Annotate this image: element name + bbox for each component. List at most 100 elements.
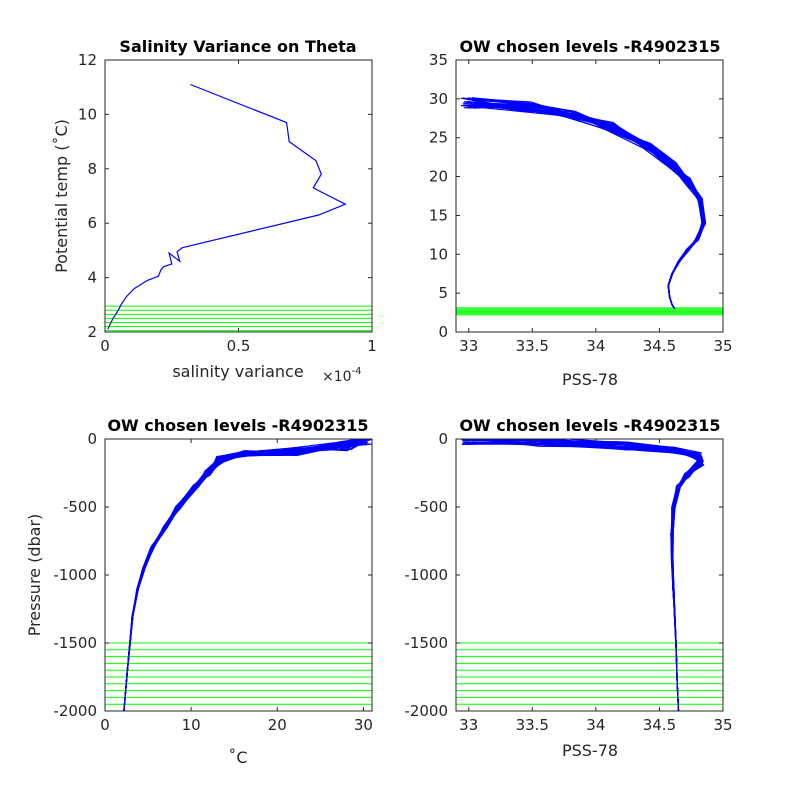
data-line [473,103,704,310]
data-line [467,97,707,310]
data-line [469,98,706,310]
data-line [123,439,369,711]
data-line [460,97,706,310]
chart-title: OW chosen levels -R4902315 [459,416,720,435]
y-tick-label: 10 [78,105,97,123]
y-tick-label: 25 [429,129,448,147]
data-line [123,439,360,711]
panel-temperature-pressure: OW chosen levels -R4902315 ˚C Pressure (… [25,416,373,767]
y-tick-label: 5 [438,284,448,302]
x-tick-label: 20 [268,716,287,734]
x-tick-label: 33.5 [516,716,549,734]
y-tick-label: 10 [429,245,448,263]
data-line [470,102,703,310]
chart-title: OW chosen levels -R4902315 [107,416,368,435]
data-line [472,101,703,310]
data-line [530,439,699,711]
x-tick-label: 0.5 [227,337,251,355]
data-line [123,443,372,711]
y-tick-label: 35 [429,51,448,69]
data-line [472,98,704,310]
data-line [488,439,704,711]
data-line [123,439,366,711]
x-tick-label: 34 [586,337,605,355]
y-tick-label: -500 [63,498,97,516]
y-tick-label: 6 [87,214,97,232]
data-line [466,101,706,310]
data-line [123,439,363,711]
y-axis-label: Potential temp (˚C) [52,119,71,273]
x-axis-label: salinity variance [172,362,303,381]
y-tick-label: 0 [438,323,448,341]
x-tick-label: 30 [354,716,373,734]
x-axis-label: ˚C [228,748,247,767]
y-tick-label: 15 [429,206,448,224]
data-line [501,439,702,711]
data-line [123,439,362,711]
data-line [123,439,359,711]
y-tick-label: 0 [87,430,97,448]
panel-salinity-theta: OW chosen levels -R4902315 PSS-78 33 33.5… [429,37,733,389]
y-axis-label: Pressure (dbar) [25,514,44,637]
axes-box [104,59,373,333]
plot-area [105,83,372,332]
y-tick-label: 12 [78,51,97,69]
x-tick-label: 0 [100,716,110,734]
data-line [518,439,700,711]
y-tick-label: 0 [438,430,448,448]
data-line [474,100,704,310]
data-line [107,83,347,330]
y-tick-label: 8 [87,160,97,178]
plot-area [105,439,372,711]
axes-box [455,59,724,333]
x-tick-label: 33 [459,337,478,355]
x-axis-label: PSS-78 [562,370,618,389]
x-axis-label: PSS-78 [562,741,618,760]
panel-salinity-variance: Salinity Variance on Theta salinity vari… [52,37,377,385]
x-tick-label: 35 [713,337,732,355]
data-line [468,98,706,310]
x-multiplier-base: ×10 [322,369,352,385]
x-tick-label: 35 [713,716,732,734]
y-tick-label: -1500 [53,634,97,652]
panel-salinity-pressure: OW chosen levels -R4902315 PSS-78 33 33.5… [404,416,732,760]
x-tick-label: 33 [459,716,478,734]
x-tick-label: 34 [586,716,605,734]
data-line [123,439,368,711]
data-line [514,439,702,711]
y-tick-label: -2000 [404,702,448,720]
data-line [460,104,703,310]
chart-title: OW chosen levels -R4902315 [459,37,720,56]
data-line [467,104,703,310]
data-line [470,102,704,310]
y-tick-label: -1000 [53,566,97,584]
x-tick-label: 1 [367,337,377,355]
y-tick-label: -500 [414,498,448,516]
data-line [473,104,704,310]
data-line [525,439,702,711]
data-line [462,97,705,310]
data-line [469,442,700,711]
plot-area [456,439,723,711]
x-multiplier-exponent: -4 [352,366,362,377]
data-line [123,443,370,711]
plot-area [456,97,723,316]
x-tick-label: 34.5 [643,337,676,355]
data-line [123,442,368,711]
y-tick-label: -1500 [404,634,448,652]
data-line [471,97,706,310]
x-tick-label: 0 [100,337,110,355]
x-tick-label: 10 [182,716,201,734]
x-multiplier: ×10-4 [322,366,362,385]
x-tick-label: 33.5 [516,337,549,355]
data-line [471,99,706,310]
data-line [461,443,702,711]
data-line [467,104,706,310]
data-line [464,101,704,310]
y-tick-label: 2 [87,323,97,341]
data-line [467,441,699,711]
x-tick-label: 34.5 [643,716,676,734]
y-tick-label: 4 [87,269,97,287]
chart-title: Salinity Variance on Theta [119,37,356,56]
data-line [476,105,704,310]
